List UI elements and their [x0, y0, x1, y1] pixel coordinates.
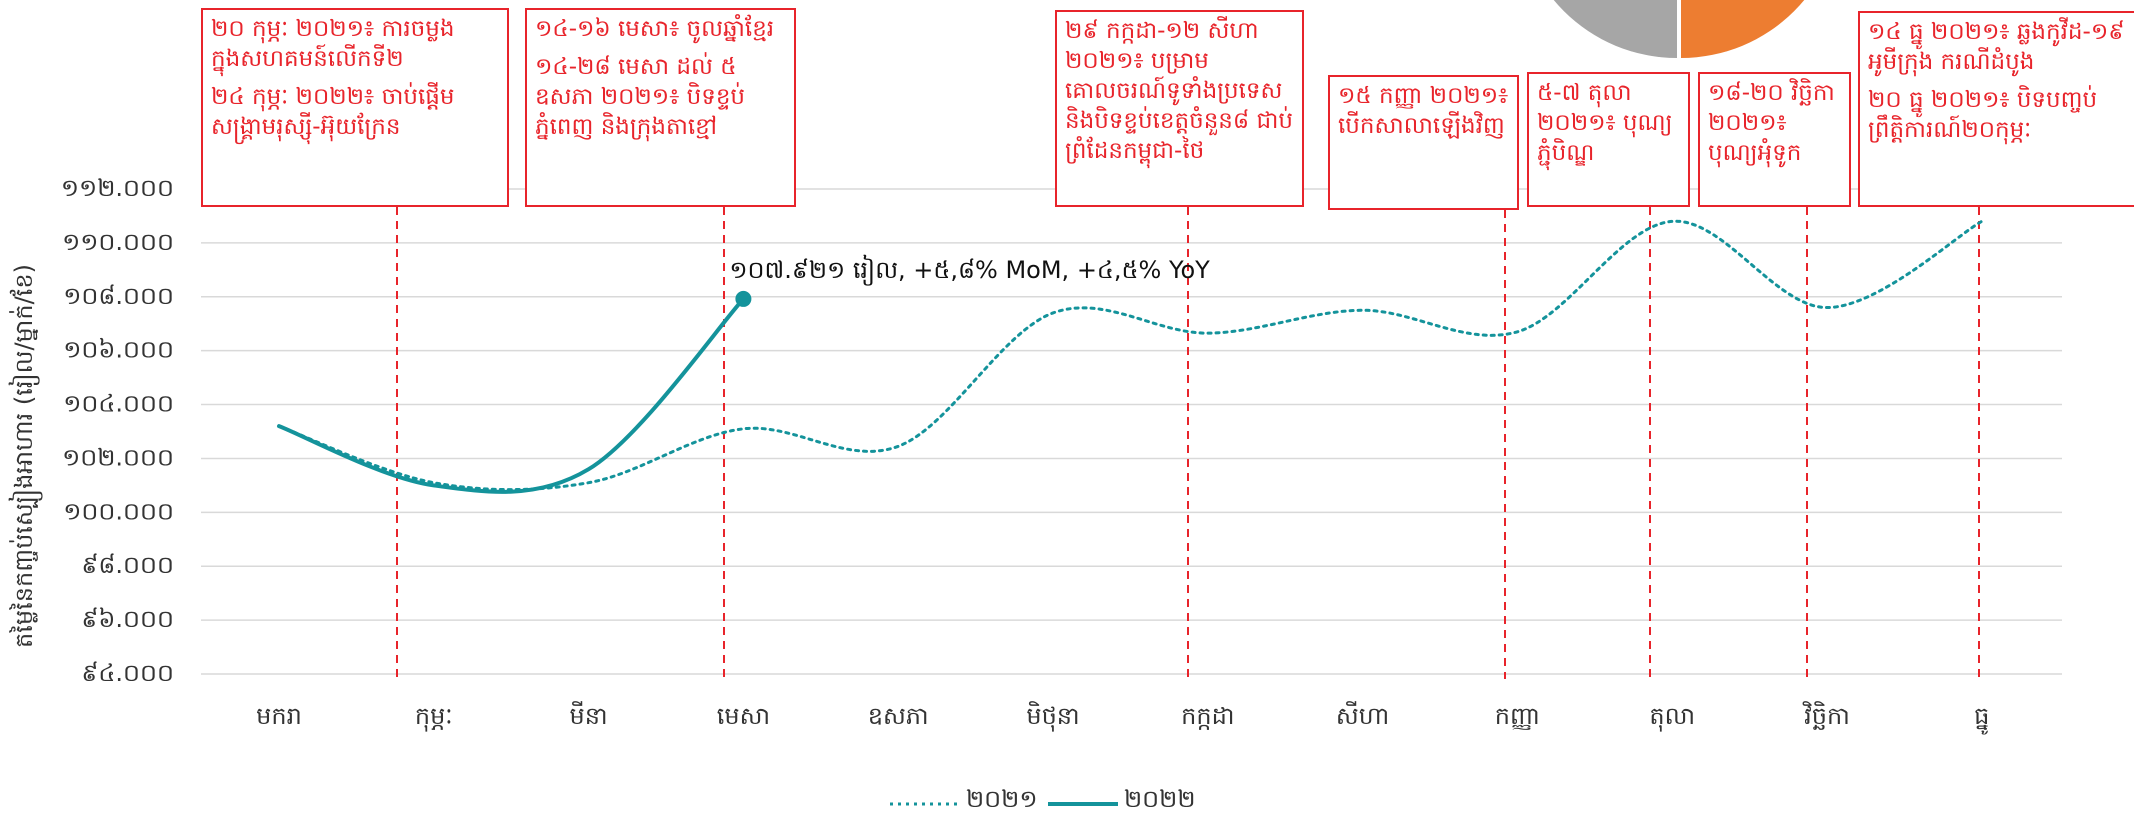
x-tick-label: សីហា	[1336, 701, 1389, 730]
y-tick-label: ១១២.០០០	[61, 174, 174, 202]
x-tick-label: វិច្ឆិកា	[1802, 701, 1850, 730]
series-line	[277, 296, 746, 494]
event-box: ១៥ កញ្ញា ២០២១៖ បើកសាលាឡើងវិញ	[1328, 75, 1519, 210]
series-line	[277, 219, 1984, 492]
x-tick-label: កុម្ភៈ	[415, 702, 453, 732]
x-tick-label: ឧសភា	[868, 702, 929, 730]
y-tick-label: ៩៨.០០០	[81, 551, 174, 579]
y-tick-label: ១០២.០០០	[62, 443, 174, 471]
event-box: ១៤ ធ្នូ ២០២១៖ ឆ្លងកូវីដ-១៩ អូមីក្រុង ករណ…	[1858, 11, 2134, 207]
x-tick-label: កញ្ញា	[1495, 702, 1540, 730]
y-axis-label: តម្លៃនៃកញ្ចប់ស្បៀងអាហារ (រៀល/ម្នាក់/ខែ)	[8, 264, 43, 648]
x-tick-label: មិថុនា	[1026, 701, 1079, 732]
event-box: ១៨-២០ វិច្ឆិកា ២០២១៖ បុណ្យអុំទូក	[1698, 72, 1851, 207]
event-text: ២៤ កុម្ភៈ ២០២២៖ ចាប់ផ្តើមសង្គ្រាមរុស្ស៊ី…	[211, 84, 455, 140]
pie-decoration	[1681, 0, 1805, 58]
event-text: ១៤ ធ្នូ ២០២១៖ ឆ្លងកូវីដ-១៩ អូមីក្រុង ករណ…	[1868, 19, 2125, 75]
legend-label: ២០២២	[1124, 785, 1195, 813]
legend-label: ២០២១	[966, 785, 1037, 813]
pie-decoration	[1553, 0, 1677, 58]
y-tick-label: ១០០.០០០	[63, 497, 174, 525]
x-tick-label: មេសា	[717, 702, 770, 730]
point-annotation: ១០៧.៩២១ រៀល, +៥,៨% MoM, +៤,៥% YoY	[729, 254, 1210, 286]
event-box: ២០ កុម្ភៈ ២០២១៖ ការចម្លងក្នុងសហគមន៍លើកទី…	[201, 8, 509, 207]
x-tick-label: តុលា	[1649, 702, 1695, 732]
end-point	[735, 290, 752, 307]
x-tick-label: មករា	[256, 702, 302, 730]
event-text: ២០ ធ្នូ ២០២១៖ បិទបញ្ចប់ព្រឹត្តិការណ៍២០កុ…	[1868, 87, 2098, 143]
y-tick-label: ១០៦.០០០	[63, 336, 174, 364]
event-text: ១៤-២៨ មេសា ដល់ ៥ ឧសភា ២០២១៖ បិទខ្ទប់ភ្នំ…	[535, 54, 746, 140]
x-tick-label: មីនា	[570, 701, 608, 730]
y-tick-label: ១០៨.០០០	[63, 282, 174, 310]
event-text: ១៨-២០ វិច្ឆិកា ២០២១៖ បុណ្យអុំទូក	[1708, 80, 1835, 166]
event-text: ២៩ កក្កដា-១២ សីហា ២០២១៖ បម្រាមគោលចរណ៍ទូទ…	[1065, 18, 1293, 164]
event-box: ៥-៧ តុលា ២០២១៖ បុណ្យភ្ជុំបិណ្ឌ	[1527, 72, 1690, 207]
event-box: ១៤-១៦ មេសា៖ ចូលឆ្នាំខ្មែរ១៤-២៨ មេសា ដល់ …	[525, 8, 796, 207]
y-tick-label: ១១០.០០០	[62, 228, 174, 256]
event-text: ៥-៧ តុលា ២០២១៖ បុណ្យភ្ជុំបិណ្ឌ	[1537, 80, 1673, 166]
y-tick-label: ៩៤.០០០	[81, 659, 174, 687]
y-tick-label: ១០៤.០០០	[63, 390, 174, 418]
event-text: ១៤-១៦ មេសា៖ ចូលឆ្នាំខ្មែរ	[535, 16, 775, 42]
event-text: ១៥ កញ្ញា ២០២១៖ បើកសាលាឡើងវិញ	[1338, 83, 1509, 139]
x-tick-label: កក្កដា	[1181, 702, 1234, 730]
x-tick-label: ធ្នូ	[1974, 702, 1989, 735]
y-tick-label: ៩៦.០០០	[81, 605, 174, 633]
event-box: ២៩ កក្កដា-១២ សីហា ២០២១៖ បម្រាមគោលចរណ៍ទូទ…	[1055, 10, 1304, 207]
event-text: ២០ កុម្ភៈ ២០២១៖ ការចម្លងក្នុងសហគមន៍លើកទី…	[211, 16, 455, 72]
